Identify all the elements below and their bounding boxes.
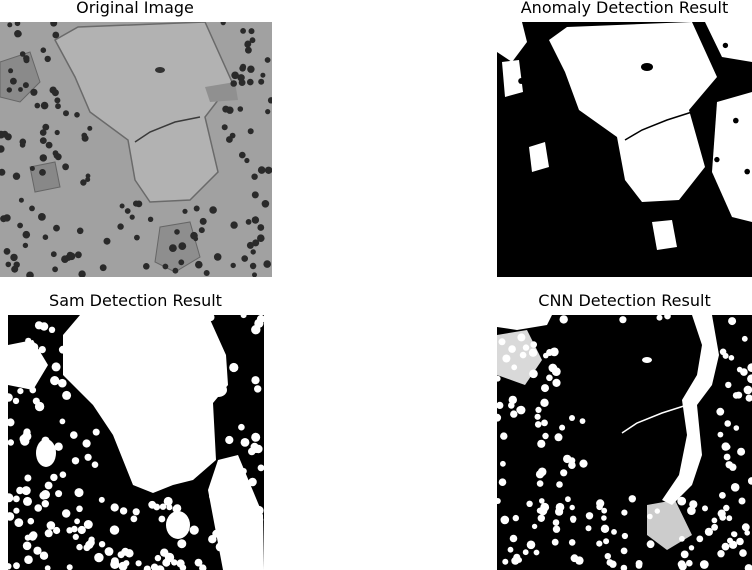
- panel-title-anomaly: Anomaly Detection Result: [520, 0, 729, 17]
- original-image: [0, 22, 272, 277]
- sam-detection-mask: [8, 315, 264, 570]
- panel-title-sam: Sam Detection Result: [49, 291, 222, 310]
- panel-title-cnn: CNN Detection Result: [538, 291, 711, 310]
- anomaly-detection-mask: [497, 22, 752, 277]
- panel-title-original: Original Image: [76, 0, 194, 17]
- cnn-detection-mask: [497, 315, 752, 570]
